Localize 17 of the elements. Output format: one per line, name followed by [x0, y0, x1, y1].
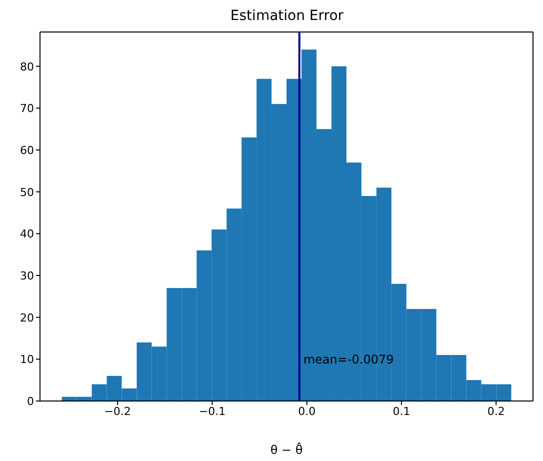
annotation: mean=-0.0079	[303, 352, 394, 366]
y-tick-label: 0	[27, 395, 34, 408]
x-axis-title: θ − θ̂	[270, 442, 303, 457]
x-tick-label: 0.1	[392, 404, 410, 418]
y-tick-label: 70	[20, 102, 34, 116]
x-tick-label: 0.0	[298, 404, 316, 418]
chart-title: Estimation Error	[229, 8, 345, 24]
y-tick-label: 10	[20, 353, 34, 366]
y-tick-label: 60	[20, 144, 34, 157]
x-tick-label: −0.2	[104, 404, 131, 418]
x-tick-label: 0.2	[487, 404, 505, 418]
y-tick-label: 30	[20, 269, 34, 282]
y-tick-label: 20	[20, 311, 34, 324]
y-tick-label: 40	[20, 228, 34, 241]
x-tick-label: −0.1	[198, 404, 226, 418]
y-tick-label: 50	[20, 186, 34, 199]
y-tick-label: 80	[20, 60, 34, 74]
